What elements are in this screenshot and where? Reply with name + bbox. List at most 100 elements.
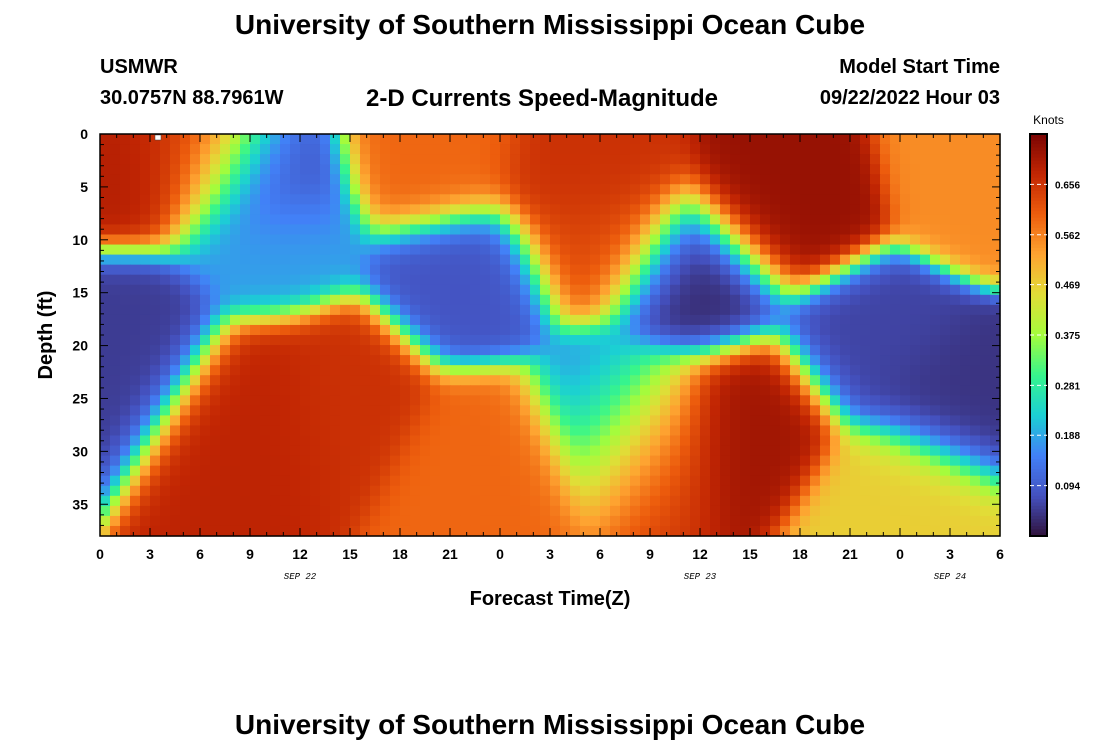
heatmap-cell: [220, 194, 231, 205]
heatmap-cell: [340, 475, 351, 487]
heatmap-cell: [510, 174, 521, 185]
heatmap-cell: [750, 355, 761, 366]
heatmap-cell: [180, 214, 191, 226]
heatmap-cell: [460, 154, 471, 165]
heatmap-cell: [510, 254, 521, 266]
heatmap-cell: [820, 515, 831, 527]
heatmap-cell: [640, 455, 651, 467]
heatmap-cell: [970, 435, 981, 447]
heatmap-cell: [760, 435, 771, 447]
heatmap-cell: [430, 355, 441, 366]
heatmap-cell: [160, 365, 171, 376]
heatmap-cell: [710, 144, 721, 155]
heatmap-cell: [500, 284, 511, 296]
heatmap-cell: [850, 314, 861, 326]
heatmap-cell: [140, 455, 151, 467]
heatmap-cell: [600, 194, 611, 205]
heatmap-cell: [810, 314, 821, 326]
heatmap-cell: [960, 485, 971, 497]
heatmap-cell: [300, 395, 311, 406]
heatmap-cell: [300, 264, 311, 276]
heatmap-cell: [530, 515, 541, 527]
heatmap-cell: [200, 184, 211, 195]
heatmap-cell: [740, 234, 751, 246]
heatmap-cell: [830, 375, 841, 386]
heatmap-cell: [710, 365, 721, 376]
heatmap-cell: [770, 355, 781, 366]
heatmap-cell: [740, 445, 751, 457]
heatmap-cell: [630, 335, 641, 346]
heatmap-cell: [520, 385, 531, 396]
heatmap-cell: [980, 495, 991, 507]
heatmap-cell: [450, 515, 461, 527]
heatmap-cell: [180, 304, 191, 316]
heatmap-cell: [950, 254, 961, 266]
heatmap-cell: [980, 324, 991, 336]
heatmap-cell: [550, 324, 561, 336]
heatmap-cell: [460, 375, 471, 386]
heatmap-cell: [240, 505, 251, 517]
heatmap-cell: [540, 475, 551, 487]
heatmap-cell: [790, 274, 801, 286]
heatmap-cell: [600, 395, 611, 406]
heatmap-cell: [540, 505, 551, 517]
heatmap-cell: [860, 345, 871, 356]
heatmap-cell: [340, 264, 351, 276]
heatmap-cell: [550, 475, 561, 487]
heatmap-cell: [590, 324, 601, 336]
heatmap-cell: [140, 345, 151, 356]
heatmap-cell: [250, 254, 261, 266]
heatmap-cell: [820, 505, 831, 517]
heatmap-cell: [310, 314, 321, 326]
colorbar-segment: [1030, 462, 1047, 467]
heatmap-cell: [590, 184, 601, 195]
heatmap-cell: [820, 465, 831, 477]
heatmap-cell: [370, 355, 381, 366]
heatmap-cell: [650, 254, 661, 266]
heatmap-cell: [130, 234, 141, 246]
heatmap-cell: [140, 214, 151, 226]
heatmap-cell: [620, 465, 631, 477]
heatmap-cell: [930, 184, 941, 195]
heatmap-cell: [630, 184, 641, 195]
heatmap-cell: [810, 375, 821, 386]
heatmap-cell: [790, 515, 801, 527]
y-tick-label: 20: [72, 338, 88, 354]
heatmap-cell: [940, 405, 951, 416]
heatmap-cell: [860, 324, 871, 336]
heatmap-cell: [600, 335, 611, 346]
heatmap-cell: [830, 455, 841, 467]
heatmap-cell: [910, 224, 921, 236]
heatmap-cell: [110, 184, 121, 195]
heatmap-cell: [940, 304, 951, 316]
heatmap-cell: [630, 485, 641, 497]
heatmap-cell: [680, 365, 691, 376]
heatmap-cell: [490, 505, 501, 517]
heatmap-cell: [930, 274, 941, 286]
heatmap-cell: [830, 194, 841, 205]
heatmap-cell: [880, 445, 891, 457]
heatmap-cell: [430, 204, 441, 215]
heatmap-cell: [750, 435, 761, 447]
heatmap-cell: [660, 284, 671, 296]
heatmap-cell: [350, 465, 361, 477]
heatmap-cell: [710, 395, 721, 406]
heatmap-cell: [590, 164, 601, 175]
heatmap-cell: [100, 435, 111, 447]
heatmap-cell: [400, 274, 411, 286]
heatmap-cell: [630, 355, 641, 366]
heatmap-cell: [930, 485, 941, 497]
heatmap-cell: [910, 425, 921, 437]
heatmap-cell: [210, 355, 221, 366]
heatmap-cell: [990, 274, 1001, 286]
heatmap-cell: [520, 134, 531, 145]
heatmap-cell: [590, 304, 601, 316]
heatmap-cell: [490, 294, 501, 306]
heatmap-cell: [660, 234, 671, 246]
heatmap-cell: [240, 194, 251, 205]
heatmap-cell: [190, 425, 201, 437]
heatmap-cell: [540, 415, 551, 427]
heatmap-cell: [800, 194, 811, 205]
x-tick-label: 18: [392, 546, 408, 562]
heatmap-cell: [770, 304, 781, 316]
